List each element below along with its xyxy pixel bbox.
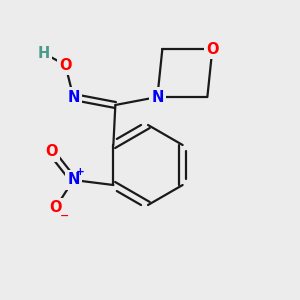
Text: −: − bbox=[60, 211, 69, 221]
Text: N: N bbox=[151, 89, 164, 104]
Text: O: O bbox=[206, 41, 219, 56]
Text: N: N bbox=[67, 89, 80, 104]
Text: O: O bbox=[49, 200, 62, 215]
Text: O: O bbox=[45, 145, 58, 160]
Text: N: N bbox=[67, 172, 80, 188]
Text: +: + bbox=[76, 167, 85, 177]
Text: H: H bbox=[37, 46, 50, 61]
Text: O: O bbox=[59, 58, 72, 73]
